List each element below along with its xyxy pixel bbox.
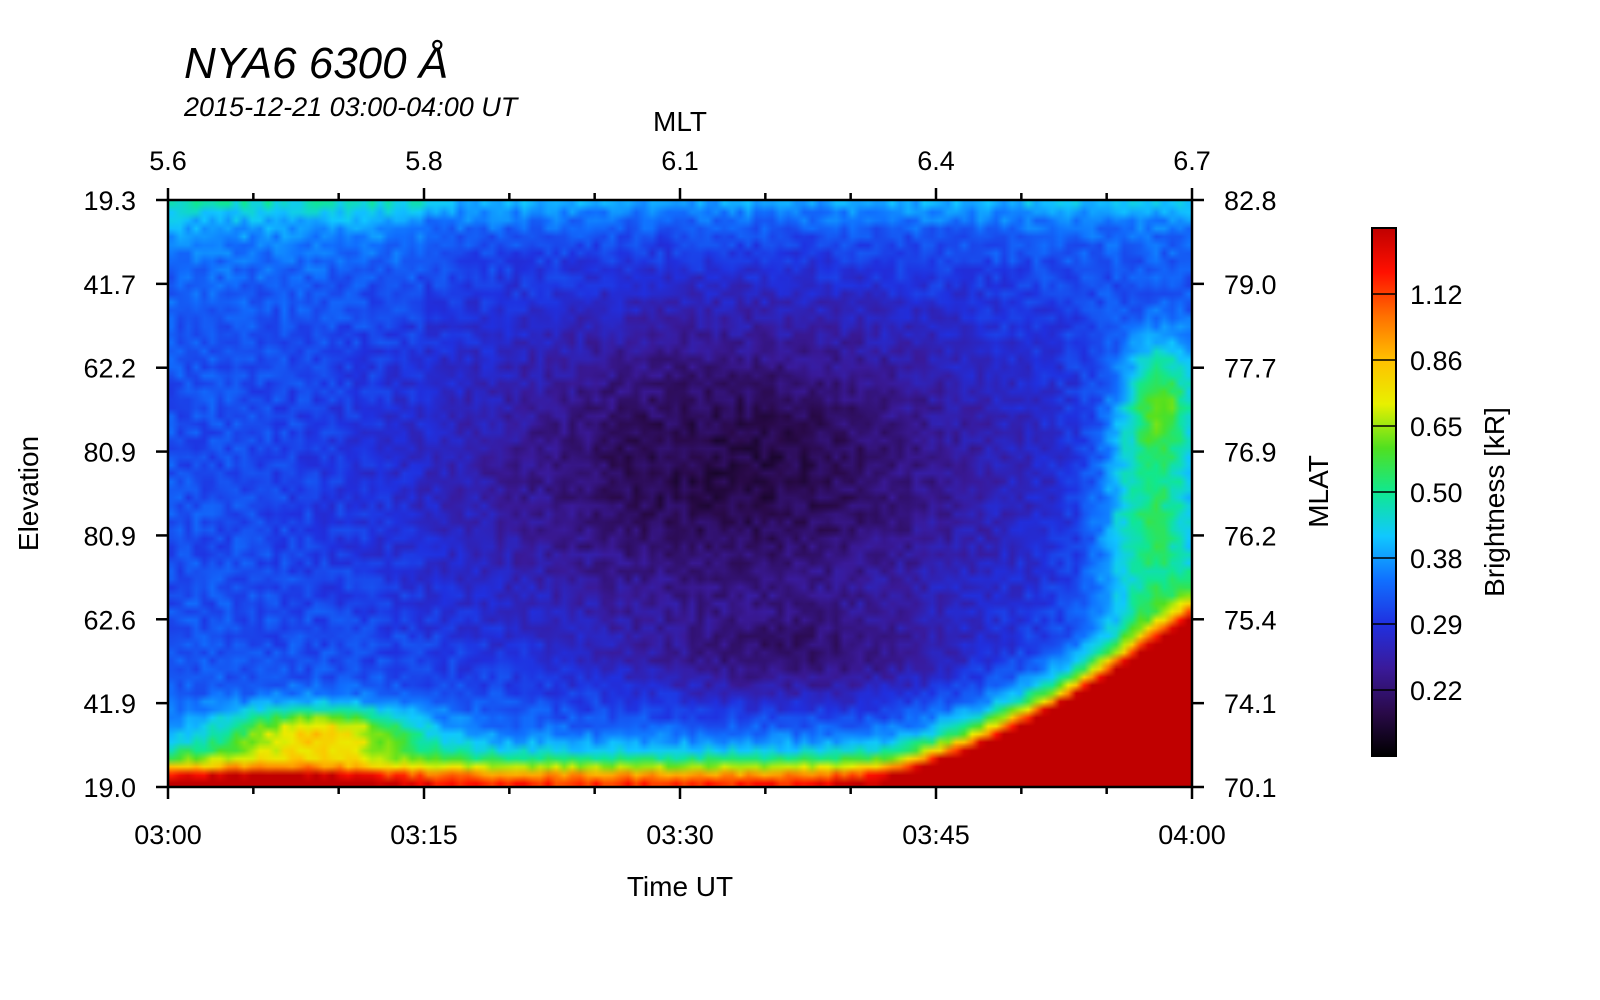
- right-tick-label: 70.1: [1224, 773, 1277, 803]
- x-axis-title: Time UT: [627, 871, 733, 902]
- top-tick-label: 6.1: [661, 146, 699, 176]
- top-tick-label: 6.7: [1173, 146, 1211, 176]
- y-tick-label: 41.9: [83, 689, 136, 719]
- top-axis-title: MLT: [653, 106, 707, 137]
- y-tick-label: 80.9: [83, 521, 136, 551]
- x-tick-label: 04:00: [1158, 820, 1226, 850]
- top-tick-label: 5.6: [149, 146, 187, 176]
- chart-subtitle: 2015-12-21 03:00-04:00 UT: [184, 92, 518, 122]
- y-tick-label: 19.0: [83, 773, 136, 803]
- x-tick-label: 03:30: [646, 820, 714, 850]
- heatmap-image: [168, 200, 1192, 787]
- colorbar-tick-label: 0.86: [1410, 346, 1463, 376]
- colorbar-axis: 0.22 0.29 0.38 0.50 0.65 0.86 1.12: [1372, 280, 1463, 706]
- colorbar-tick-label: 0.38: [1410, 544, 1463, 574]
- right-tick-label: 76.2: [1224, 521, 1277, 551]
- x-tick-label: 03:45: [902, 820, 970, 850]
- y-tick-label: 41.7: [83, 270, 136, 300]
- chart-title: NYA6 6300 Å: [184, 39, 449, 88]
- y-axis-title: Elevation: [13, 436, 44, 551]
- right-tick-label: 76.9: [1224, 438, 1277, 468]
- top-tick-label: 5.8: [405, 146, 443, 176]
- right-axis-title: MLAT: [1303, 455, 1334, 528]
- right-tick-label: 79.0: [1224, 270, 1277, 300]
- colorbar-title: Brightness [kR]: [1479, 407, 1510, 597]
- heatmap: [168, 200, 1192, 787]
- colorbar-tick-label: 0.22: [1410, 676, 1463, 706]
- y-tick-label: 62.2: [83, 354, 136, 384]
- colorbar-tick-label: 0.50: [1410, 478, 1463, 508]
- right-tick-label: 75.4: [1224, 605, 1277, 635]
- right-tick-label: 82.8: [1224, 186, 1277, 216]
- y-tick-label: 19.3: [83, 186, 136, 216]
- axes: 03:00 03:15 03:30 03:45 04:00 5.6 5.8 6.1 6.4 6.7…: [83, 146, 1276, 850]
- right-tick-label: 77.7: [1224, 354, 1277, 384]
- x-tick-label: 03:00: [134, 820, 202, 850]
- y-tick-label: 62.6: [83, 605, 136, 635]
- top-tick-label: 6.4: [917, 146, 955, 176]
- x-tick-label: 03:15: [390, 820, 458, 850]
- colorbar-tick-label: 1.12: [1410, 280, 1463, 310]
- colorbar-tick-label: 0.65: [1410, 412, 1463, 442]
- y-tick-label: 80.9: [83, 438, 136, 468]
- colorbar-tick-label: 0.29: [1410, 610, 1463, 640]
- right-tick-label: 74.1: [1224, 689, 1277, 719]
